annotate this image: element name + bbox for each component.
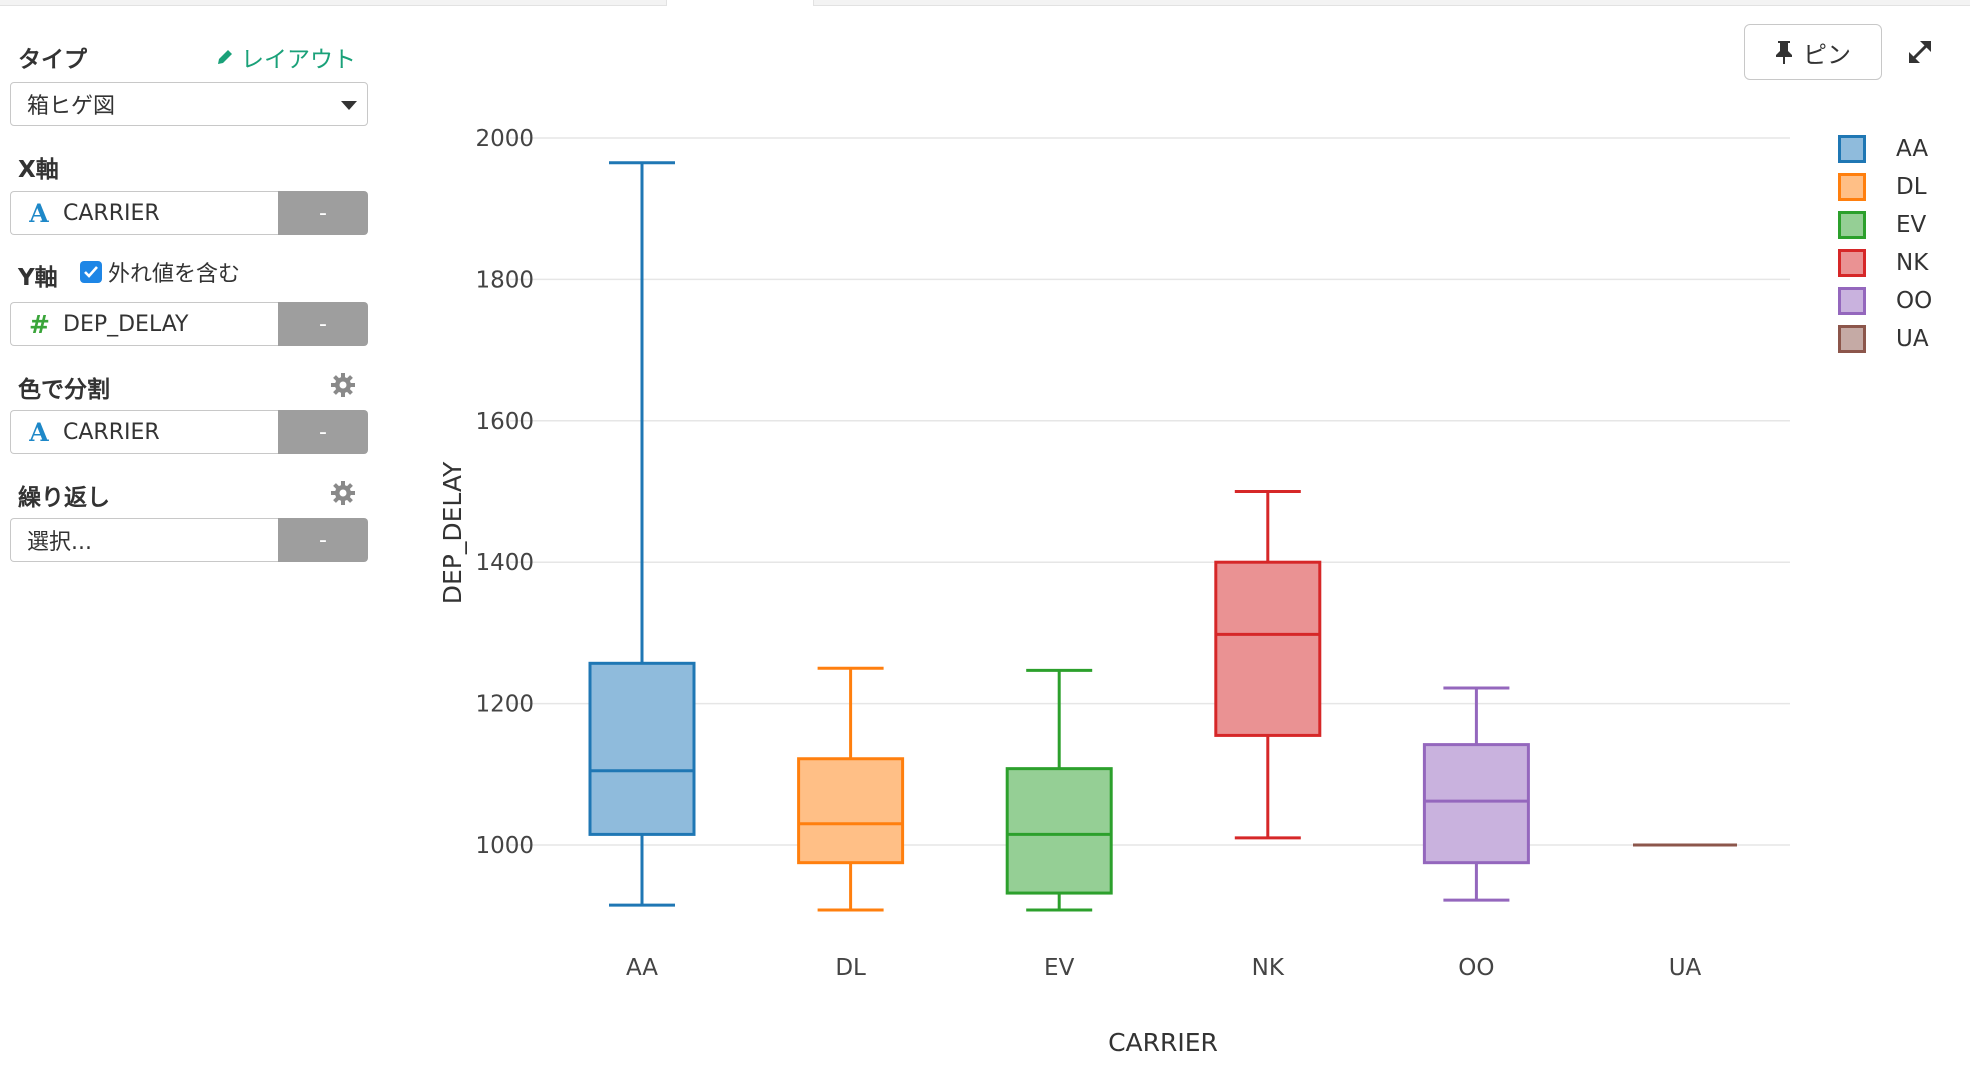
legend-label: NK [1896, 250, 1929, 276]
legend-item-ev[interactable]: EV [1838, 206, 1926, 244]
color-remove-button[interactable]: - [278, 410, 368, 454]
boxes [588, 161, 1737, 912]
legend-label: EV [1896, 212, 1927, 238]
legend-item-nk[interactable]: NK [1838, 244, 1928, 282]
color-field-value[interactable]: A CARRIER [10, 410, 278, 454]
legend-item-oo[interactable]: OO [1838, 282, 1932, 320]
legend-swatch [1838, 325, 1866, 353]
x-axis-field-value[interactable]: A CARRIER [10, 191, 278, 235]
legend-swatch [1838, 135, 1866, 163]
iqr-box [1005, 767, 1113, 895]
include-outliers-checkbox[interactable] [80, 261, 102, 283]
grid-lines [510, 137, 1790, 846]
legend-swatch [1838, 287, 1866, 315]
iqr-box [588, 661, 696, 836]
x-axis-label: X軸 [18, 157, 59, 183]
y-tick-label: 1600 [475, 409, 534, 435]
chevron-down-icon [341, 101, 357, 110]
color-split-label: 色で分割 [18, 377, 110, 403]
gear-icon[interactable] [330, 480, 356, 506]
x-axis-title: CARRIER [1108, 1028, 1218, 1057]
numeric-type-icon: # [29, 309, 50, 339]
repeat-field: 選択... - [10, 518, 368, 562]
repeat-label: 繰り返し [18, 485, 110, 511]
y-axis-field: # DEP_DELAY - [10, 302, 368, 346]
chart-type-select[interactable]: 箱ヒゲ図 [10, 82, 368, 126]
legend-label: AA [1896, 136, 1929, 162]
x-tick-label: DL [835, 955, 866, 981]
y-axis-title: DEP_DELAY [438, 461, 467, 604]
box-aa[interactable] [588, 161, 696, 907]
repeat-select[interactable]: 選択... [10, 518, 278, 562]
color-field: A CARRIER - [10, 410, 368, 454]
y-tick-label: 1400 [475, 550, 534, 576]
box-oo[interactable] [1422, 686, 1530, 902]
y-axis: 1000 1200 1400 1600 1800 2000 [475, 126, 534, 859]
y-axis-field-name: DEP_DELAY [63, 311, 189, 337]
chart-type-value: 箱ヒゲ図 [27, 94, 116, 119]
x-tick-label: UA [1669, 955, 1702, 981]
color-field-name: CARRIER [63, 419, 160, 445]
type-label: タイプ [18, 47, 87, 73]
y-tick-label: 1000 [475, 833, 534, 859]
legend-label: DL [1896, 174, 1927, 200]
y-tick-label: 2000 [475, 126, 534, 152]
box-nk[interactable] [1214, 490, 1322, 840]
x-tick-label: AA [626, 955, 658, 981]
legend-item-ua[interactable]: UA [1838, 320, 1929, 358]
include-outliers-option: 外れ値を含む [80, 256, 240, 288]
iqr-box [797, 757, 905, 865]
top-tab-strip [0, 0, 1970, 6]
text-type-icon: A [29, 417, 49, 447]
legend-label: UA [1896, 326, 1929, 352]
y-tick-label: 1200 [475, 692, 534, 718]
layout-link[interactable]: レイアウト [215, 40, 356, 74]
include-outliers-label: 外れ値を含む [108, 262, 241, 287]
legend-item-dl[interactable]: DL [1838, 168, 1927, 206]
active-tab[interactable] [666, 0, 814, 6]
x-axis-field: A CARRIER - [10, 191, 368, 235]
box-ev[interactable] [1005, 668, 1113, 912]
iqr-box [1422, 743, 1530, 865]
layout-link-label: レイアウト [241, 47, 356, 73]
checkmark-icon [84, 266, 98, 278]
expand-icon[interactable] [1904, 36, 1936, 68]
gear-icon[interactable] [330, 372, 356, 398]
legend-swatch [1838, 249, 1866, 277]
pin-label: ピン [1803, 40, 1851, 69]
x-axis-remove-button[interactable]: - [278, 191, 368, 235]
y-tick-label: 1800 [475, 267, 534, 293]
x-axis-field-name: CARRIER [63, 200, 160, 226]
box-dl[interactable] [797, 666, 905, 912]
x-axis: AA DL EV NK OO UA [626, 955, 1702, 981]
x-tick-label: EV [1044, 955, 1075, 981]
legend-label: OO [1896, 288, 1933, 314]
pin-icon [1776, 41, 1792, 64]
legend-swatch [1838, 173, 1866, 201]
y-axis-remove-button[interactable]: - [278, 302, 368, 346]
repeat-remove-button[interactable]: - [278, 518, 368, 562]
x-tick-label: OO [1458, 955, 1494, 981]
repeat-placeholder: 選択... [27, 530, 92, 555]
legend: AA DL EV NK OO UA [1838, 130, 1932, 358]
y-axis-label: Y軸 [18, 265, 58, 291]
x-tick-label: NK [1252, 955, 1285, 981]
text-type-icon: A [29, 198, 49, 228]
iqr-box [1214, 560, 1322, 737]
pencil-icon [218, 50, 232, 64]
legend-swatch [1838, 211, 1866, 239]
legend-item-aa[interactable]: AA [1838, 130, 1928, 168]
pin-button[interactable]: ピン [1744, 24, 1882, 80]
y-axis-field-value[interactable]: # DEP_DELAY [10, 302, 278, 346]
